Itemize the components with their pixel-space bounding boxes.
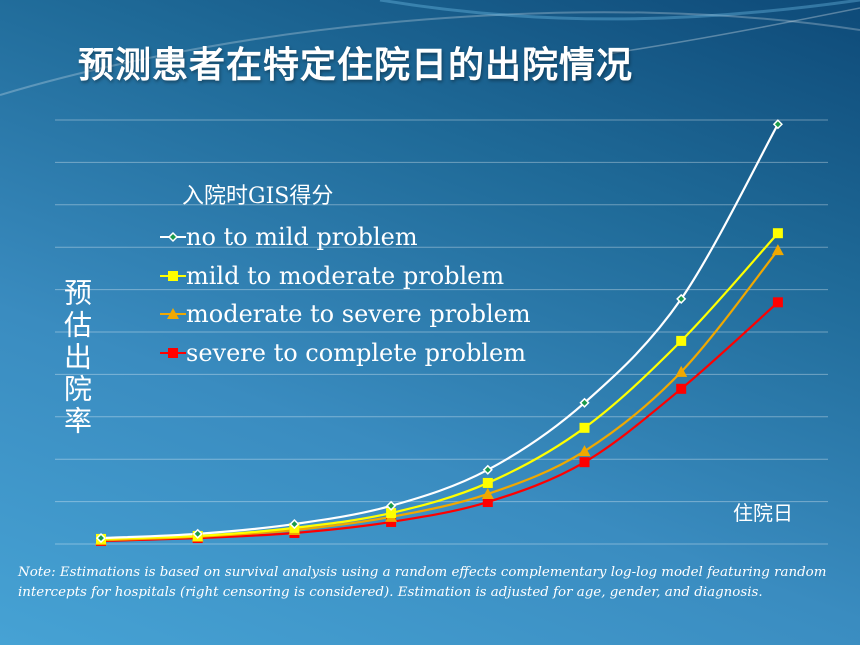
data-point: [482, 464, 493, 475]
legend-label: no to mild problem: [186, 223, 418, 252]
data-point: [676, 383, 687, 394]
legend-item: moderate to severe problem: [160, 295, 531, 334]
legend-marker-icon: [167, 308, 179, 320]
data-point: [481, 487, 494, 499]
legend-label: moderate to severe problem: [186, 300, 531, 329]
legend-swatch-icon: [160, 347, 186, 358]
data-point: [772, 228, 783, 239]
data-point: [579, 422, 590, 433]
data-point: [482, 477, 493, 488]
data-point: [578, 445, 591, 457]
data-point: [192, 528, 203, 539]
legend-item: no to mild problem: [160, 218, 531, 257]
data-point: [386, 500, 397, 511]
data-point: [772, 119, 783, 130]
data-point: [95, 533, 107, 544]
data-point: [386, 516, 397, 527]
data-point: [676, 293, 687, 304]
data-point: [676, 335, 687, 346]
slide-title: 预测患者在特定住院日的出院情况: [78, 45, 634, 86]
data-point: [771, 244, 784, 256]
legend-marker-icon: [168, 347, 178, 358]
legend-swatch-icon: [160, 308, 186, 320]
x-axis-label: 住院日: [733, 501, 793, 525]
data-point: [675, 365, 688, 377]
legend-marker-icon: [168, 270, 178, 281]
decorative-swoosh: [0, 0, 860, 96]
data-point: [482, 497, 493, 508]
data-point: [579, 457, 590, 468]
legend-item: mild to moderate problem: [160, 257, 531, 296]
data-point: [289, 519, 300, 530]
data-point: [772, 297, 783, 308]
series-line: [100, 123, 779, 540]
footnote: Note: Estimations is based on survival a…: [18, 565, 827, 600]
legend-label: mild to moderate problem: [186, 261, 505, 290]
data-point: [579, 397, 590, 408]
legend-title: 入院时GIS得分: [182, 184, 334, 209]
legend-item: severe to complete problem: [160, 334, 531, 373]
legend-swatch-icon: [160, 232, 186, 243]
legend-swatch-icon: [160, 270, 186, 281]
data-point: [386, 508, 397, 519]
legend-label: severe to complete problem: [186, 338, 526, 367]
legend-marker-icon: [167, 232, 179, 243]
chart-legend: 入院时GIS得分 no to mild problem mild to moder…: [160, 178, 531, 372]
y-axis-label: 预估出院率: [60, 278, 93, 438]
